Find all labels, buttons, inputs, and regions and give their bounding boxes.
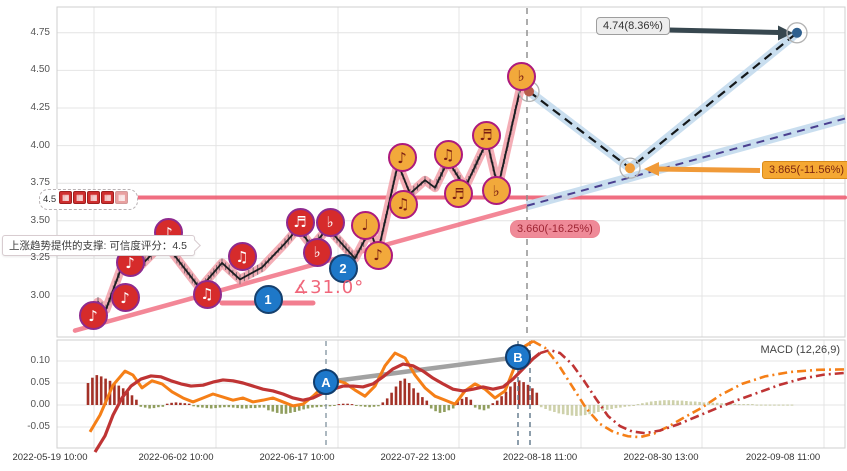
wave-label-2[interactable]: 2 [328, 254, 358, 284]
note-marker-red[interactable]: ♫ [227, 242, 257, 272]
note-marker-orange[interactable]: ♪ [363, 240, 393, 270]
uptrend-line [72, 203, 530, 333]
projection-endpoint-dot [625, 163, 635, 174]
note-marker-red[interactable]: ♪ [115, 248, 145, 278]
signal-line [93, 351, 542, 453]
note-marker-red[interactable]: ♬ [285, 207, 315, 237]
target-up-arrow [778, 25, 793, 41]
target-mid-arrow [644, 162, 659, 176]
note-marker-red[interactable]: ♪ [153, 218, 183, 248]
note-marker-orange[interactable]: ♭ [506, 61, 536, 91]
signal-projection [539, 348, 846, 435]
note-marker-red[interactable]: ♪ [78, 301, 108, 331]
macd-point-b[interactable]: B [505, 344, 531, 371]
note-marker-orange[interactable]: ♩ [350, 210, 380, 240]
note-marker-orange[interactable]: ♫ [433, 140, 463, 170]
note-marker-red[interactable]: ♭ [315, 207, 345, 237]
note-marker-red[interactable]: ♫ [192, 279, 222, 309]
note-marker-red[interactable]: ♭ [302, 237, 332, 267]
price-projection-line [528, 31, 798, 170]
wave-label-1[interactable]: 1 [253, 284, 283, 314]
macd-point-a[interactable]: A [313, 369, 339, 396]
note-marker-red[interactable]: ♪ [110, 283, 140, 312]
macd-line [88, 339, 534, 433]
note-marker-orange[interactable]: ♫ [388, 189, 418, 219]
note-marker-orange[interactable]: ♭ [481, 176, 511, 206]
projection-endpoint-dot [792, 27, 802, 38]
macd-projection [532, 340, 846, 439]
note-marker-orange[interactable]: ♬ [471, 120, 501, 150]
note-marker-orange[interactable]: ♬ [443, 179, 473, 209]
note-marker-orange[interactable]: ♪ [387, 143, 417, 173]
macd-histogram [86, 375, 794, 416]
